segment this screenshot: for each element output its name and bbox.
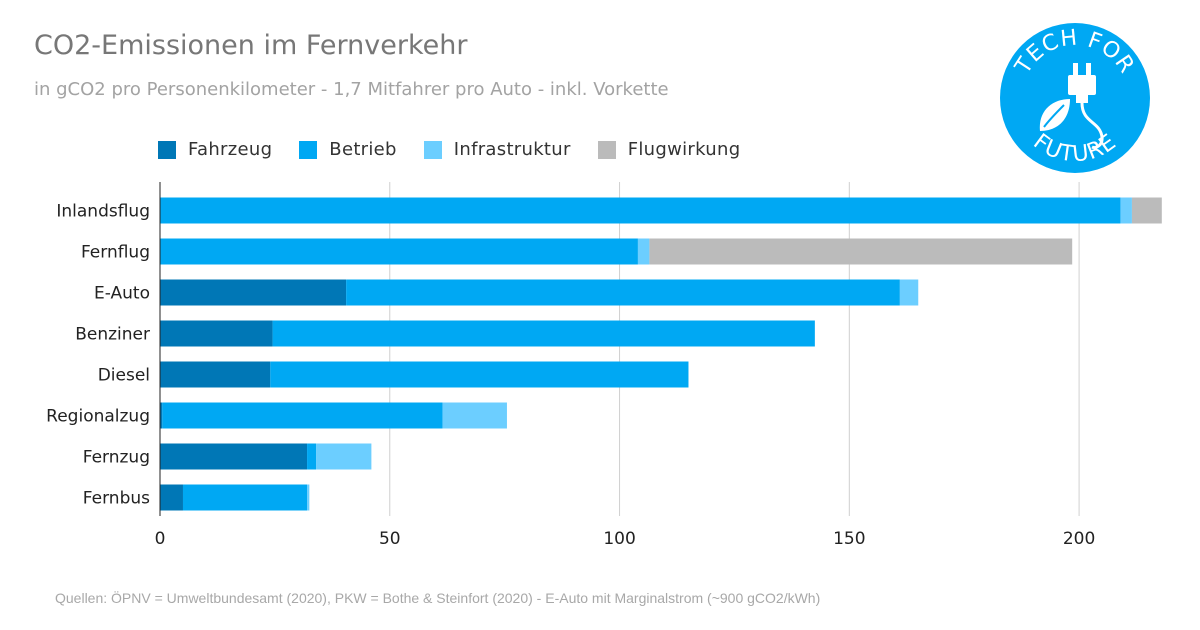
bar-segment xyxy=(442,402,507,429)
bar-segment xyxy=(649,238,1073,265)
x-tick-label: 200 xyxy=(1063,529,1095,549)
bar-segment xyxy=(162,402,443,429)
legend-label: Infrastruktur xyxy=(453,139,571,160)
bar-segment xyxy=(160,197,1121,224)
plug-leaf-icon xyxy=(1039,63,1104,149)
bar-segment xyxy=(160,484,183,511)
bar-segment xyxy=(160,238,638,265)
category-label: E-Auto xyxy=(94,284,150,304)
bar-segment xyxy=(160,443,308,470)
bar-segment xyxy=(637,238,650,265)
category-label: Fernflug xyxy=(81,243,150,263)
bar-segment xyxy=(160,402,163,429)
legend-item: Flugwirkung xyxy=(597,139,741,160)
bar-segment xyxy=(1120,197,1132,224)
legend-swatch xyxy=(597,140,616,159)
legend-item: Fahrzeug xyxy=(158,139,272,160)
x-tick-label: 150 xyxy=(833,529,865,549)
legend-label: Betrieb xyxy=(329,139,397,160)
legend: Fahrzeug Betrieb Infrastruktur Flugwirkung xyxy=(158,139,767,160)
tech-for-future-logo: TECH FOR FUTURE xyxy=(1000,23,1150,173)
category-label: Benziner xyxy=(75,325,150,345)
category-label: Diesel xyxy=(98,366,150,386)
logo-circle xyxy=(1000,23,1150,173)
legend-swatch xyxy=(423,140,442,159)
bar-segment xyxy=(160,279,347,306)
bar-segment xyxy=(182,484,308,511)
legend-item: Infrastruktur xyxy=(423,139,571,160)
legend-label: Fahrzeug xyxy=(188,139,273,160)
category-label: Regionalzug xyxy=(46,407,150,427)
legend-swatch xyxy=(158,140,176,159)
bar-segment xyxy=(160,361,271,388)
bar-segment xyxy=(272,320,815,347)
bar-segment xyxy=(307,443,317,470)
legend-swatch xyxy=(299,140,318,159)
chart-subtitle: in gCO2 pro Personenkilometer - 1,7 Mitf… xyxy=(34,79,669,100)
bar-segment xyxy=(899,279,919,306)
bar-segment xyxy=(316,443,372,470)
x-tick-label: 100 xyxy=(603,529,635,549)
bar-segment xyxy=(270,361,689,388)
x-tick-label: 0 xyxy=(155,529,166,549)
legend-item: Betrieb xyxy=(299,139,396,160)
source-note: Quellen: ÖPNV = Umweltbundesamt (2020), … xyxy=(55,590,821,606)
bar-segment xyxy=(307,484,310,511)
category-label: Fernzug xyxy=(83,448,150,468)
bar-segment xyxy=(1131,197,1162,224)
chart-title: CO2-Emissionen im Fernverkehr xyxy=(34,30,468,61)
bar-segment xyxy=(346,279,900,306)
category-label: Fernbus xyxy=(83,489,150,509)
category-label: Inlandsflug xyxy=(56,202,150,222)
bar-segment xyxy=(160,320,273,347)
legend-label: Flugwirkung xyxy=(627,139,741,160)
x-tick-label: 50 xyxy=(379,529,401,549)
